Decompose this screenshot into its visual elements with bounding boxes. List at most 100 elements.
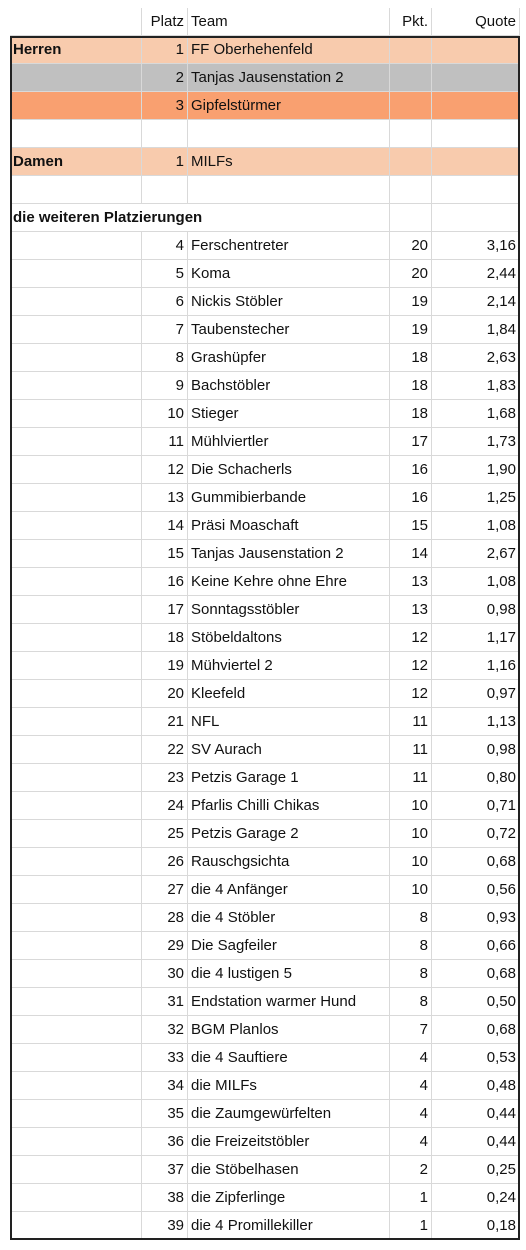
empty-cell — [10, 456, 142, 484]
empty-cell — [432, 120, 520, 148]
empty-cell — [432, 148, 520, 176]
empty-cell — [10, 960, 142, 988]
quote: 0,48 — [432, 1072, 520, 1100]
team-name: die Stöbelhasen — [188, 1156, 390, 1184]
quote: 2,14 — [432, 288, 520, 316]
empty-cell — [10, 1184, 142, 1212]
team-name: Petzis Garage 2 — [188, 820, 390, 848]
empty-cell — [10, 512, 142, 540]
team-name: Nickis Stöbler — [188, 288, 390, 316]
quote: 0,98 — [432, 736, 520, 764]
points: 18 — [390, 372, 432, 400]
empty-cell — [10, 932, 142, 960]
team-name: Stieger — [188, 400, 390, 428]
rank: 16 — [142, 568, 188, 596]
rank: 37 — [142, 1156, 188, 1184]
quote: 0,50 — [432, 988, 520, 1016]
team-name: SV Aurach — [188, 736, 390, 764]
rank: 19 — [142, 652, 188, 680]
points: 4 — [390, 1100, 432, 1128]
quote: 0,68 — [432, 848, 520, 876]
points: 12 — [390, 652, 432, 680]
empty-cell — [10, 344, 142, 372]
empty-cell — [10, 120, 142, 148]
points: 12 — [390, 680, 432, 708]
empty-cell — [10, 848, 142, 876]
team-name: die Freizeitstöbler — [188, 1128, 390, 1156]
empty-cell — [10, 1156, 142, 1184]
rank: 36 — [142, 1128, 188, 1156]
rank: 28 — [142, 904, 188, 932]
quote: 0,56 — [432, 876, 520, 904]
rank: 5 — [142, 260, 188, 288]
empty-cell — [390, 120, 432, 148]
rank: 39 — [142, 1212, 188, 1240]
quote: 2,67 — [432, 540, 520, 568]
quote: 3,16 — [432, 232, 520, 260]
team-name: FF Oberhehenfeld — [188, 36, 390, 64]
team-name: Ferschentreter — [188, 232, 390, 260]
rank: 14 — [142, 512, 188, 540]
points: 10 — [390, 848, 432, 876]
rank: 22 — [142, 736, 188, 764]
rank: 3 — [142, 92, 188, 120]
points: 18 — [390, 400, 432, 428]
team-name: Petzis Garage 1 — [188, 764, 390, 792]
empty-cell — [10, 876, 142, 904]
empty-cell — [390, 64, 432, 92]
empty-cell — [10, 792, 142, 820]
rank: 11 — [142, 428, 188, 456]
team-name: Mühviertel 2 — [188, 652, 390, 680]
points: 18 — [390, 344, 432, 372]
empty-cell — [390, 148, 432, 176]
group-label: Damen — [10, 148, 142, 176]
empty-cell — [10, 820, 142, 848]
rank: 15 — [142, 540, 188, 568]
points: 10 — [390, 820, 432, 848]
quote: 0,93 — [432, 904, 520, 932]
team-name: Taubenstecher — [188, 316, 390, 344]
empty-cell — [10, 484, 142, 512]
rank: 31 — [142, 988, 188, 1016]
quote: 1,16 — [432, 652, 520, 680]
empty-cell — [10, 764, 142, 792]
header-team: Team — [188, 8, 390, 36]
rank: 38 — [142, 1184, 188, 1212]
rank: 4 — [142, 232, 188, 260]
quote: 0,68 — [432, 1016, 520, 1044]
empty-cell — [390, 176, 432, 204]
points: 11 — [390, 708, 432, 736]
points: 19 — [390, 288, 432, 316]
points: 10 — [390, 876, 432, 904]
rank: 26 — [142, 848, 188, 876]
header-quote: Quote — [432, 8, 520, 36]
team-name: die Zipferlinge — [188, 1184, 390, 1212]
points: 4 — [390, 1044, 432, 1072]
quote: 2,44 — [432, 260, 520, 288]
empty-cell — [10, 988, 142, 1016]
rank: 21 — [142, 708, 188, 736]
quote: 1,17 — [432, 624, 520, 652]
team-name: Rauschgsichta — [188, 848, 390, 876]
group-label — [10, 64, 142, 92]
points: 8 — [390, 988, 432, 1016]
quote: 0,72 — [432, 820, 520, 848]
empty-cell — [432, 176, 520, 204]
rank: 13 — [142, 484, 188, 512]
header-platz: Platz — [142, 8, 188, 36]
empty-cell — [10, 680, 142, 708]
empty-cell — [10, 568, 142, 596]
quote: 0,25 — [432, 1156, 520, 1184]
rank: 35 — [142, 1100, 188, 1128]
quote: 0,53 — [432, 1044, 520, 1072]
team-name: BGM Planlos — [188, 1016, 390, 1044]
team-name: MILFs — [188, 148, 390, 176]
empty-cell — [390, 204, 432, 232]
team-name: Gipfelstürmer — [188, 92, 390, 120]
points: 16 — [390, 456, 432, 484]
rank: 17 — [142, 596, 188, 624]
points: 7 — [390, 1016, 432, 1044]
empty-cell — [10, 288, 142, 316]
points: 1 — [390, 1212, 432, 1240]
